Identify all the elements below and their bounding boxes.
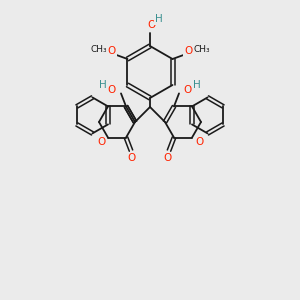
Text: O: O [184,85,192,95]
Text: O: O [184,46,193,56]
Text: H: H [193,80,201,90]
Text: O: O [97,136,105,147]
Text: O: O [107,46,116,56]
Text: O: O [128,153,136,163]
Text: H: H [99,80,107,90]
Text: O: O [195,136,203,147]
Text: O: O [147,20,155,30]
Text: CH₃: CH₃ [90,46,107,55]
Text: CH₃: CH₃ [193,46,210,55]
Text: H: H [155,14,163,24]
Text: O: O [108,85,116,95]
Text: O: O [164,153,172,163]
